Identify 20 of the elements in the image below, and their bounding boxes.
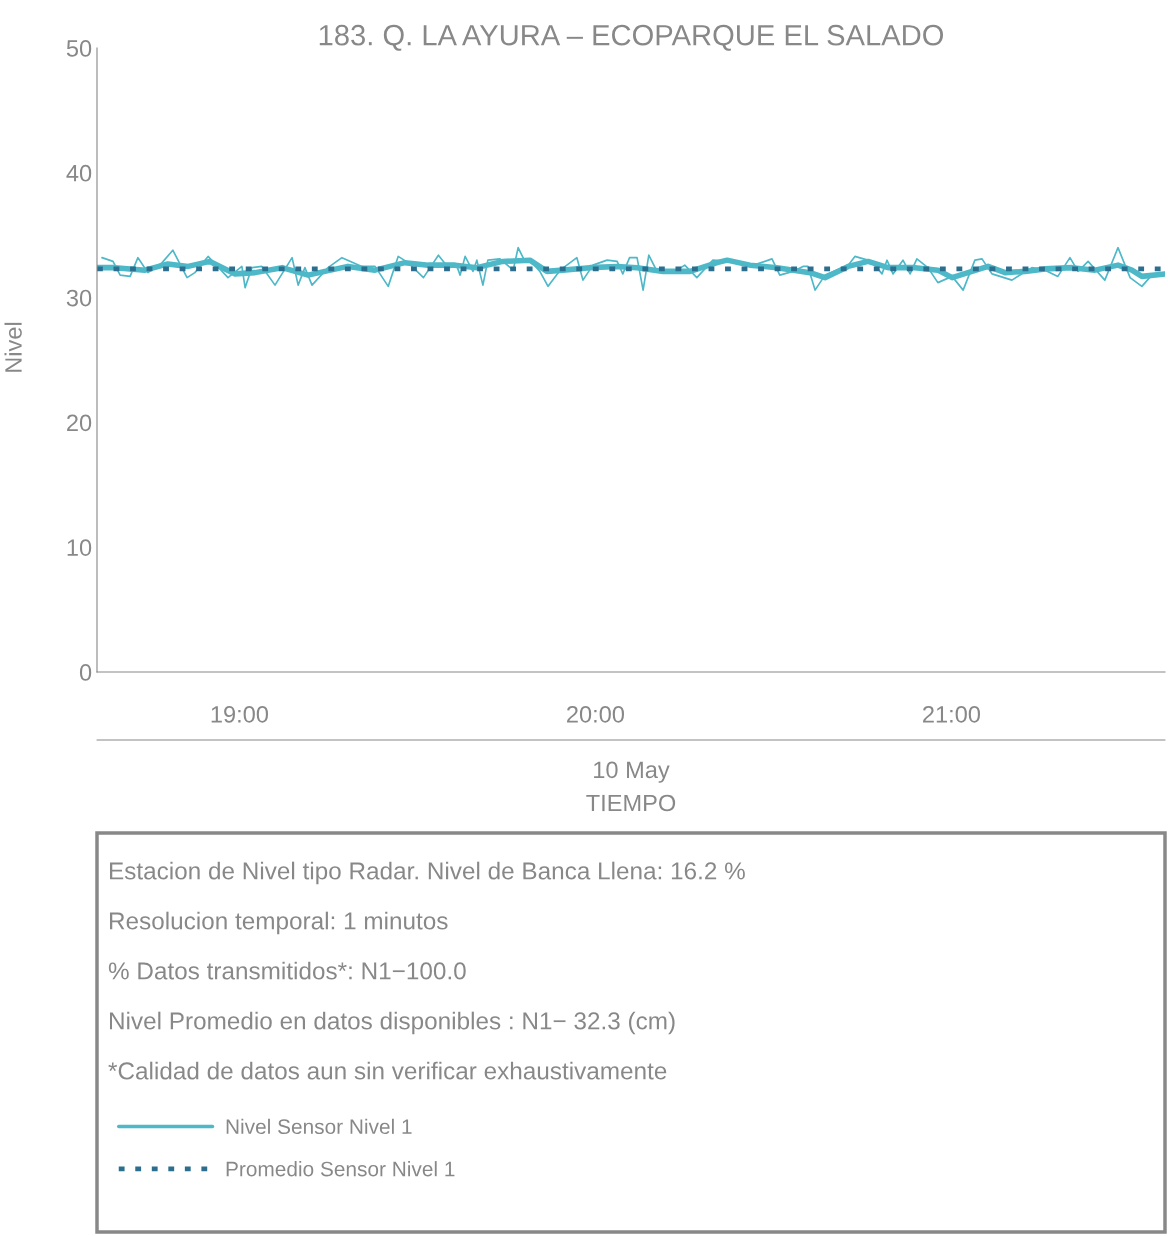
y-tick-label: 10 <box>67 539 92 556</box>
text: % Datos transmitidos*: N1−100.0 <box>108 961 466 980</box>
chart-title: 183. Q. LA AYURA – ECOPARQUE EL SALADO <box>319 24 944 51</box>
x-axis-title: TIEMPO <box>586 794 676 812</box>
text: Nivel Promedio en datos disponibles : N1− 32.3 (cm) <box>109 1011 675 1035</box>
x-tick-label: 19:00 <box>211 705 269 723</box>
text: Resolucion temporal: 1 minutos <box>109 911 448 935</box>
legend-label: Nivel Sensor Nivel 1 <box>226 1118 412 1135</box>
text: 10 May <box>594 761 670 783</box>
y-tick-label: 0 <box>79 664 92 681</box>
x-tick-label: 20:00 <box>567 705 625 723</box>
x-tick-label: 21:00 <box>923 705 981 723</box>
y-tick-label: 20 <box>67 414 92 432</box>
y-tick-label: 30 <box>66 289 92 307</box>
y-axis-title: Nivel <box>4 322 22 372</box>
legend-label: Promedio Sensor Nivel 1 <box>226 1161 455 1177</box>
y-tick-label: 40 <box>66 164 92 182</box>
text: *Calidad de datos aun sin verificar exhaustivamente <box>108 1061 667 1080</box>
text: Estacion de Nivel tipo Radar. Nivel de Banca Llena: 16.2 % <box>109 861 745 885</box>
y-tick-label: 50 <box>66 40 92 57</box>
